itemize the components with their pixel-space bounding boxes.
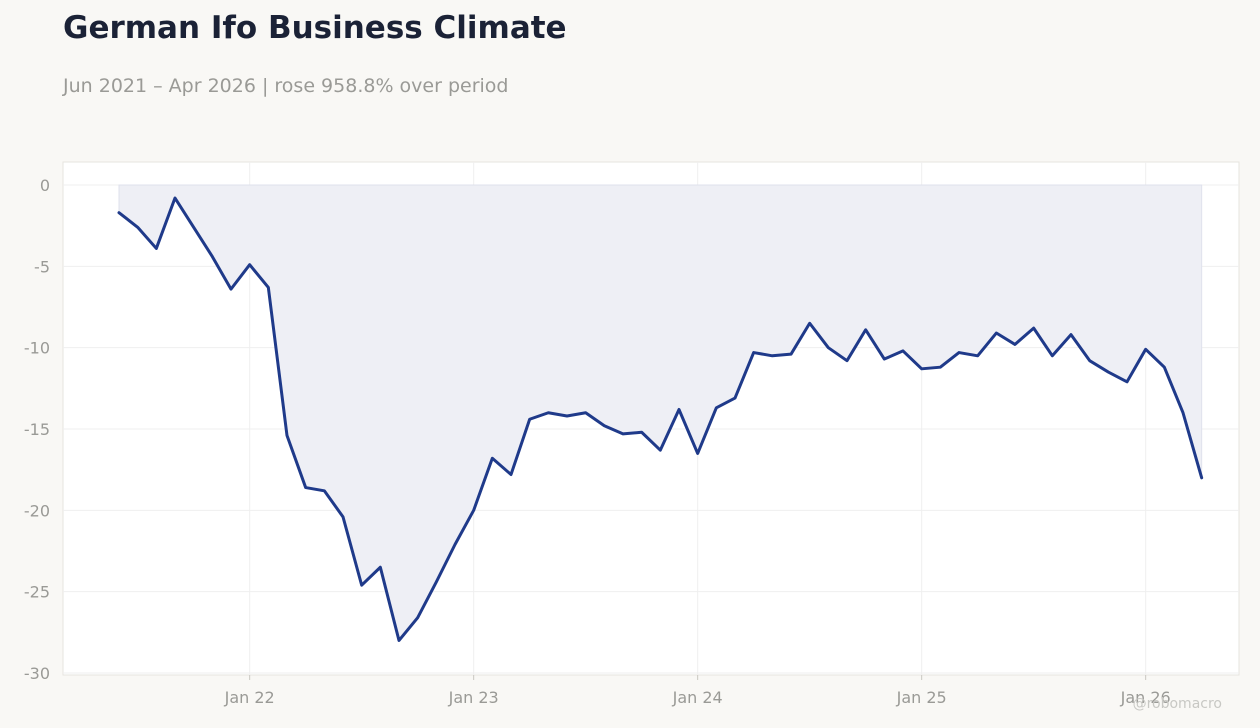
- y-axis: 0 -5 -10 -15 -20 -25 -30: [24, 176, 50, 683]
- series-line: [117, 196, 1204, 642]
- chart-subtitle: Jun 2021 – Apr 2026 | rose 958.8% over p…: [63, 75, 509, 97]
- y-tick-label: -25: [24, 583, 50, 602]
- chart-title: German Ifo Business Climate: [63, 10, 567, 46]
- y-tick-label: -5: [34, 257, 50, 276]
- line-layer: [117, 196, 1204, 642]
- x-axis: Jan 22 Jan 23 Jan 24 Jan 25 Jan 26: [224, 675, 1171, 707]
- y-tick-label: -30: [24, 664, 50, 683]
- x-tick-label: Jan 23: [448, 688, 499, 707]
- y-tick-label: -10: [24, 339, 50, 358]
- y-tick-label: -20: [24, 501, 50, 520]
- x-tick-label: Jan 24: [672, 688, 723, 707]
- x-tick-label: Jan 26: [1120, 688, 1171, 707]
- x-tick-label: Jan 25: [896, 688, 947, 707]
- watermark: @robomacro: [1132, 696, 1222, 712]
- y-tick-label: -15: [24, 420, 50, 439]
- y-tick-label: 0: [40, 176, 50, 195]
- x-tick-label: Jan 22: [224, 688, 275, 707]
